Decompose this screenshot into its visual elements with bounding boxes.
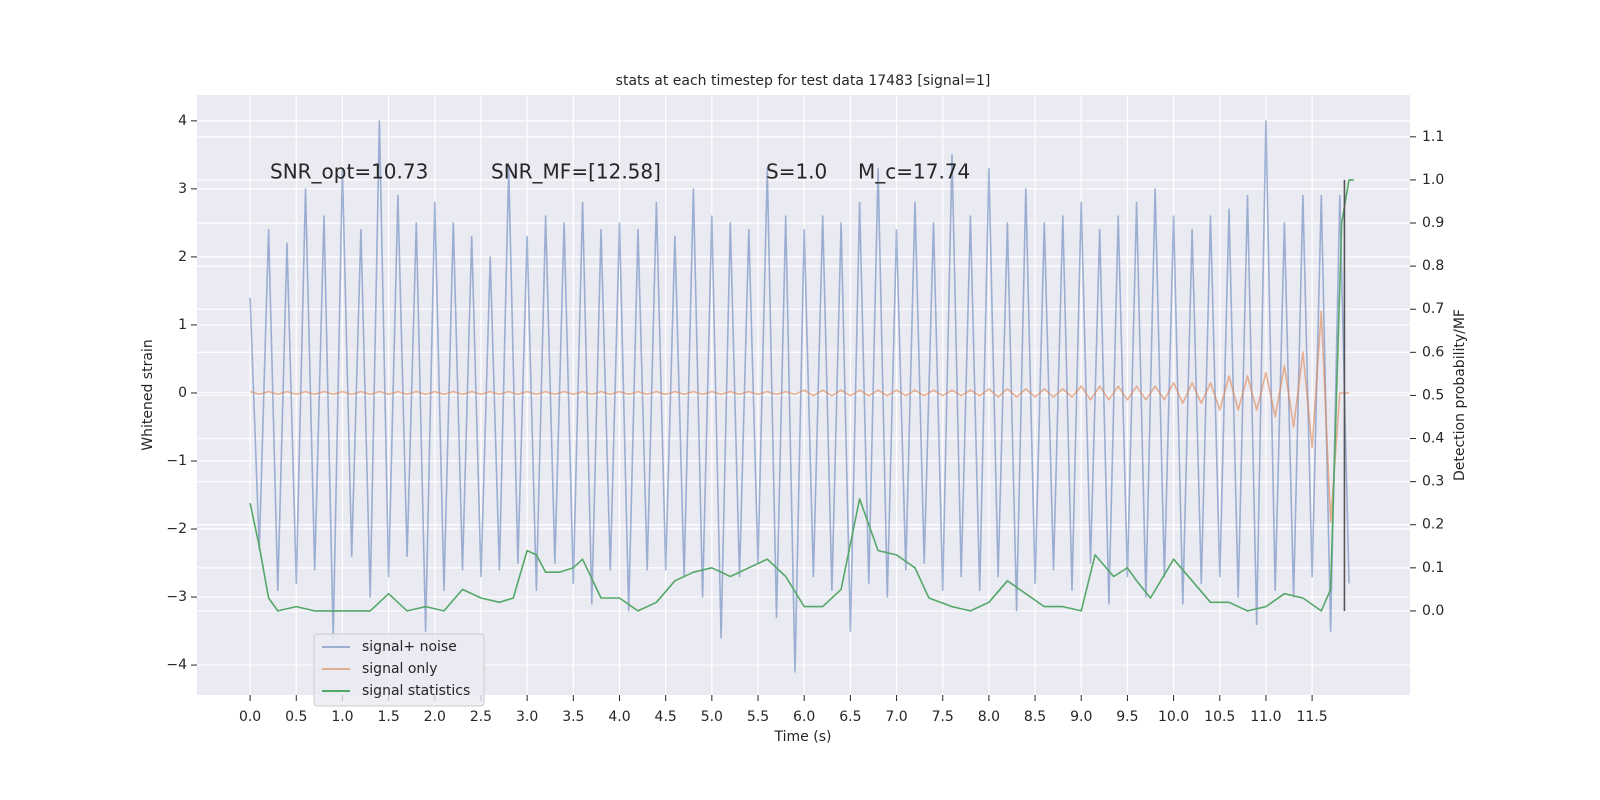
x-tick-label: 7.5: [932, 709, 954, 725]
legend-label: signal+ noise: [362, 639, 457, 655]
y2-tick-label: 0.6: [1422, 344, 1444, 360]
y2-tick-label: 0.5: [1422, 387, 1444, 403]
x-tick-label: 1.5: [377, 709, 399, 725]
y2-tick-label: 0.8: [1422, 258, 1444, 274]
series-line: [249, 179, 1354, 612]
y-tick-label: 1: [178, 317, 187, 333]
y2-tick-label: 0.0: [1422, 603, 1444, 619]
x-tick-label: 11.0: [1250, 709, 1281, 725]
x-tick-label: 2.0: [424, 709, 446, 725]
y2-tick-label: 1.1: [1422, 129, 1444, 145]
x-tick-label: 5.5: [747, 709, 769, 725]
y-tick-label: −2: [166, 521, 187, 537]
x-tick-label: 8.0: [978, 709, 1000, 725]
x-tick-label: 1.0: [331, 709, 353, 725]
x-tick-label: 10.5: [1204, 709, 1235, 725]
y-tick-label: −4: [166, 657, 187, 673]
y2-axis-label: Detection probability/MF: [1452, 309, 1468, 481]
x-tick-label: 0.5: [285, 709, 307, 725]
x-tick-label: 11.5: [1297, 709, 1328, 725]
annotation: S=1.0: [766, 160, 827, 184]
annotation: M_c=17.74: [858, 160, 970, 184]
x-tick-label: 8.5: [1024, 709, 1046, 725]
x-axis-label: Time (s): [774, 729, 832, 745]
x-tick-label: 3.5: [562, 709, 584, 725]
y-tick-label: 4: [178, 113, 187, 129]
y-tick-label: 3: [178, 181, 187, 197]
y-tick-label: 0: [178, 385, 187, 401]
y2-tick-label: 0.2: [1422, 517, 1444, 533]
y-tick-label: −1: [166, 453, 187, 469]
series-line: [249, 120, 1350, 673]
x-tick-label: 10.0: [1158, 709, 1189, 725]
legend-frame: [313, 633, 485, 707]
y2-tick-label: 0.7: [1422, 301, 1444, 317]
x-tick-label: 0.0: [239, 709, 261, 725]
y2-tick-label: 0.3: [1422, 474, 1444, 490]
legend: signal+ noise signal only signal statistic…: [313, 633, 485, 707]
x-tick-label: 2.5: [470, 709, 492, 725]
x-tick-label: 5.0: [701, 709, 723, 725]
x-tick-label: 6.0: [793, 709, 815, 725]
y-tick-label: −3: [166, 589, 187, 605]
x-tick-label: 4.5: [655, 709, 677, 725]
x-tick-label: 7.0: [885, 709, 907, 725]
legend-label: signal only: [362, 661, 437, 677]
y2-tick-label: 1.0: [1422, 172, 1444, 188]
x-tick-label: 9.0: [1070, 709, 1092, 725]
y2-tick-label: 0.4: [1422, 431, 1444, 447]
series-line: [249, 310, 1349, 523]
y-tick-label: 2: [178, 249, 187, 265]
y2-tick-label: 0.9: [1422, 215, 1444, 231]
x-tick-label: 4.0: [608, 709, 630, 725]
legend-label: signal statistics: [362, 683, 470, 699]
x-tick-label: 6.5: [839, 709, 861, 725]
chart-title: stats at each timestep for test data 174…: [616, 73, 991, 89]
y2-tick-label: 0.1: [1422, 560, 1444, 576]
annotation: SNR_opt=10.73: [270, 160, 428, 184]
annotation: SNR_MF=[12.58]: [491, 160, 661, 184]
x-tick-label: 9.5: [1116, 709, 1138, 725]
y-axis-label: Whitened strain: [140, 339, 156, 450]
x-tick-label: 3.0: [516, 709, 538, 725]
